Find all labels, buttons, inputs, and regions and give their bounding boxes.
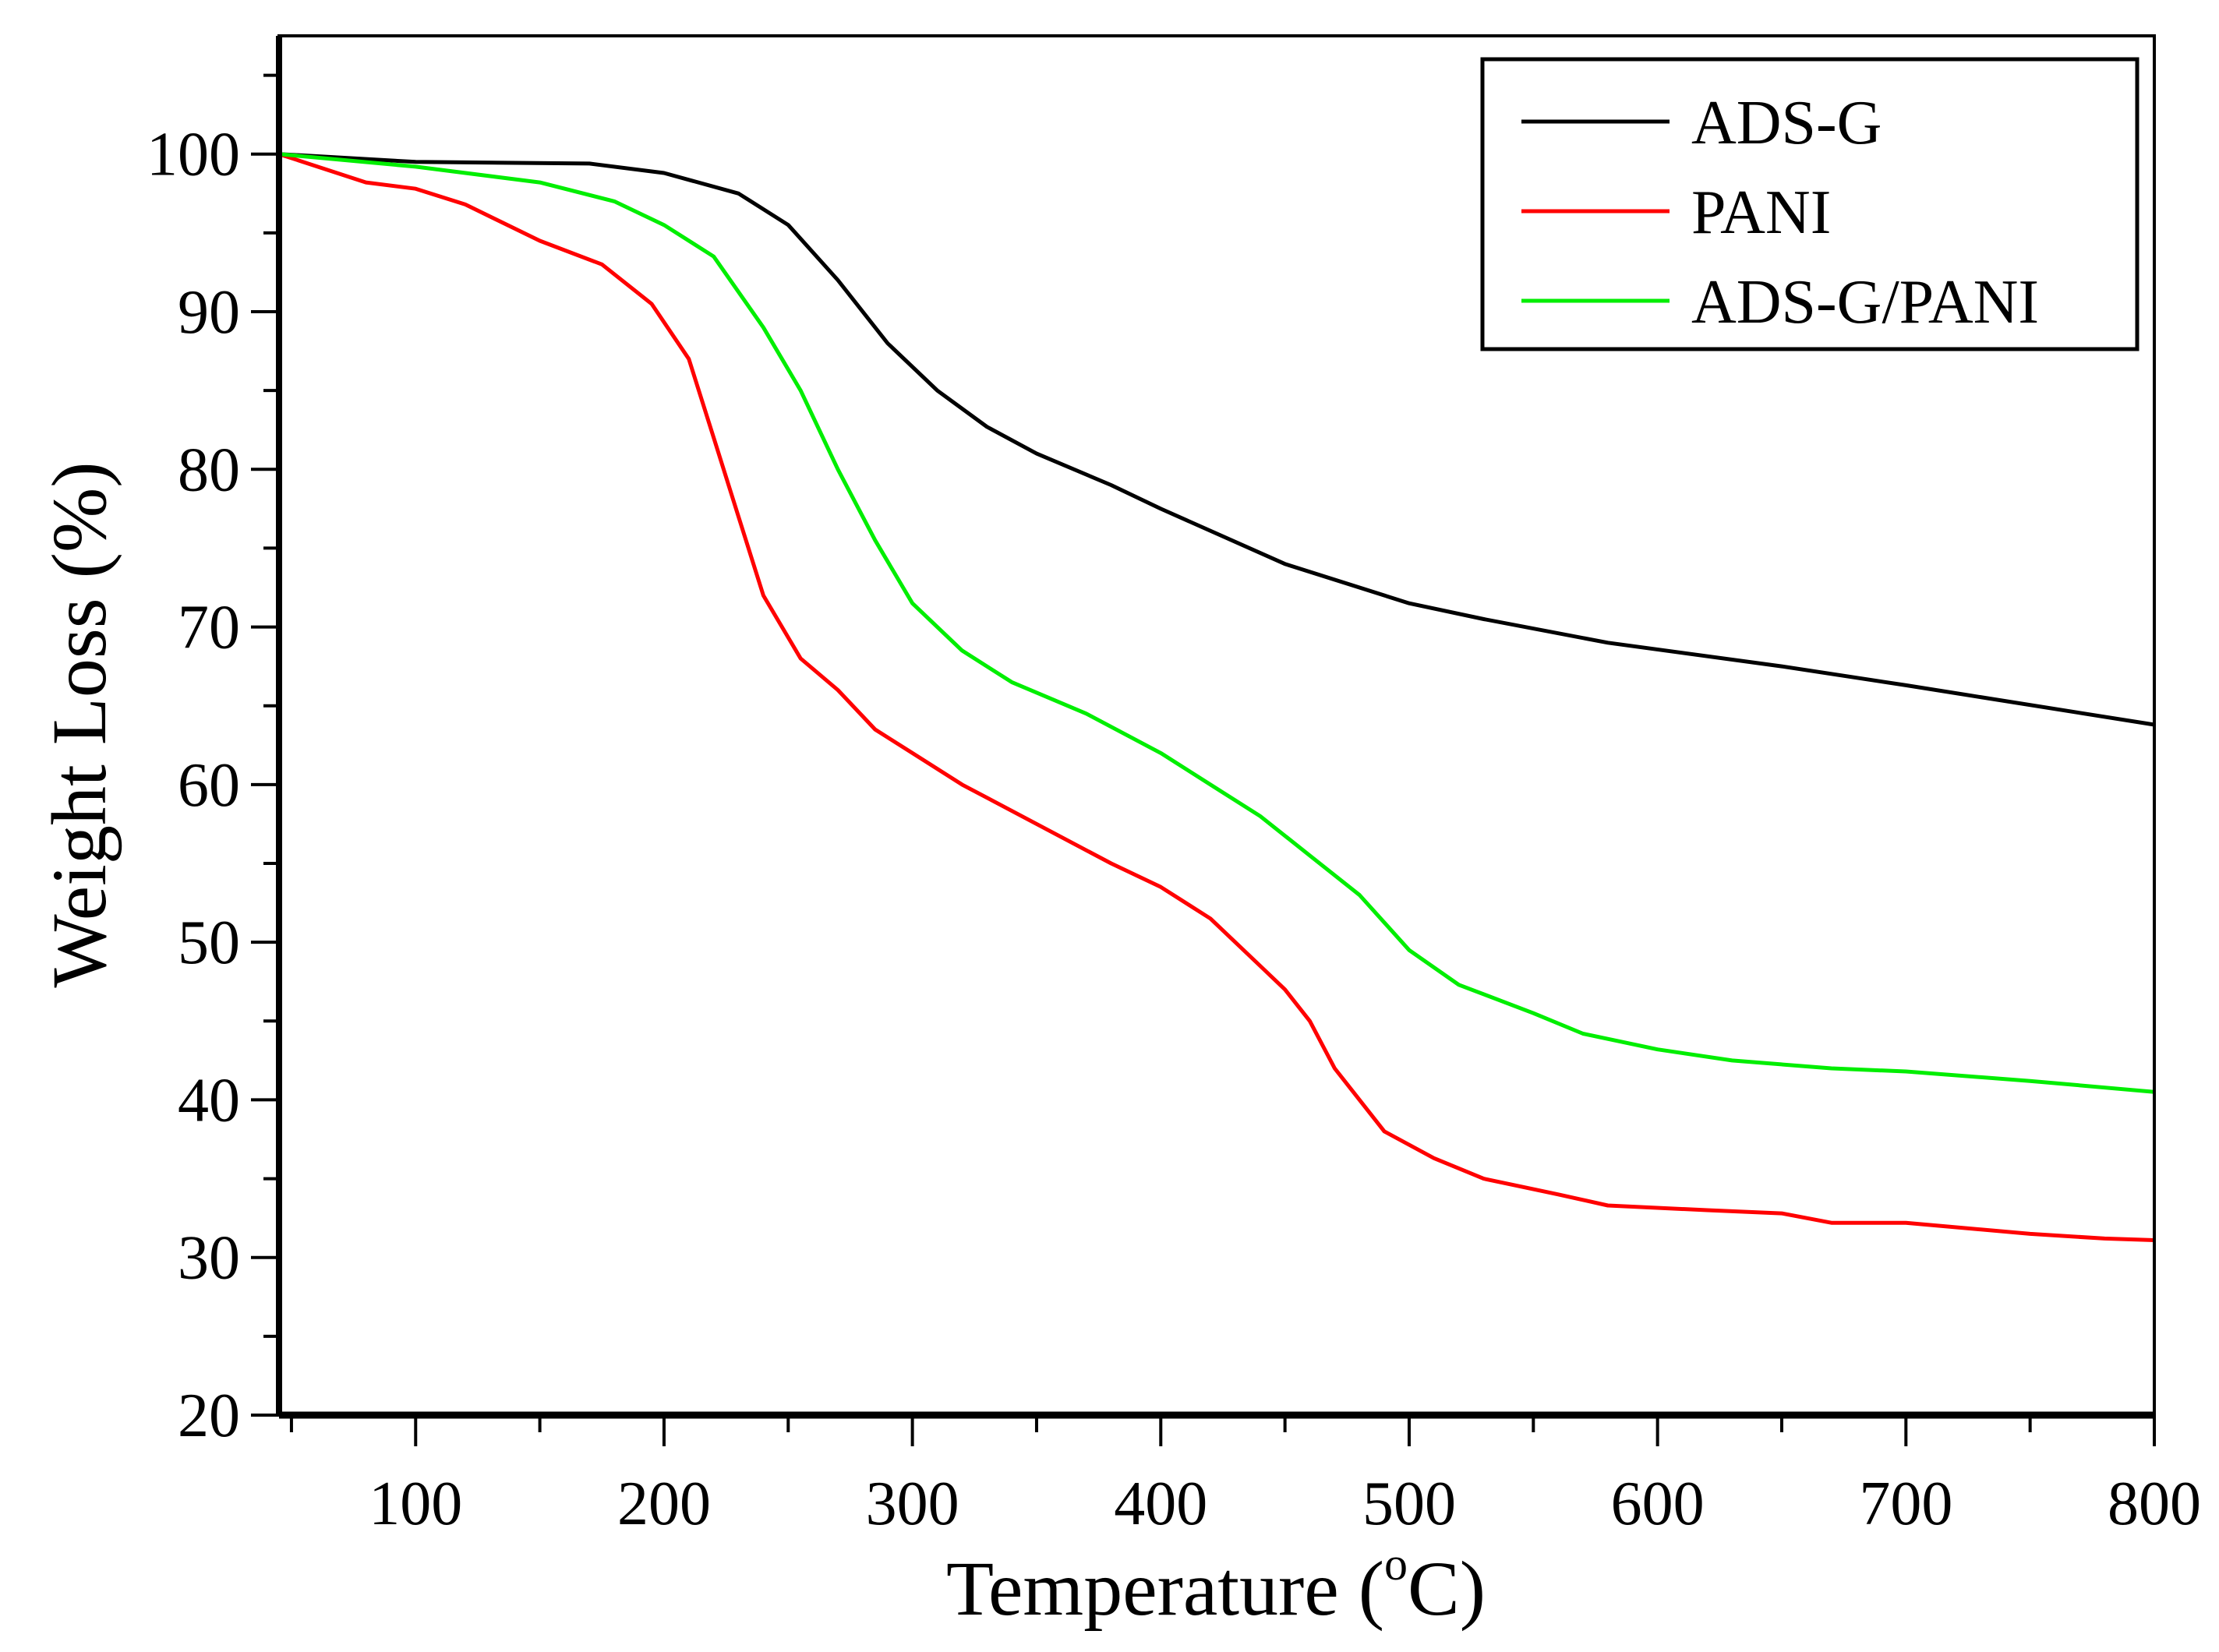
y-tick-label: 50 [178, 909, 240, 977]
x-tick-label: 200 [617, 1470, 711, 1538]
x-ticks: 100 200 300 400 500 600 700 800 [289, 1415, 2201, 1538]
y-tick-label: 70 [178, 594, 240, 662]
legend-label: PANI [1691, 178, 1831, 247]
legend-label: ADS-G/PANI [1691, 268, 2039, 337]
y-axis-label: Weight Loss (%) [36, 461, 122, 987]
x-tick-label: 400 [1114, 1470, 1207, 1538]
x-tick-label: 800 [2108, 1470, 2201, 1538]
y-tick-label: 40 [178, 1066, 240, 1135]
legend: ADS-G PANI ADS-G/PANI [1480, 57, 2139, 351]
y-ticks: 20 30 40 50 60 70 80 90 100 [147, 73, 279, 1450]
x-tick-label: 500 [1362, 1470, 1456, 1538]
series-lines [278, 152, 2155, 1242]
x-tick-label: 300 [866, 1470, 959, 1538]
x-tick-label: 600 [1611, 1470, 1705, 1538]
y-tick-label: 100 [147, 121, 240, 189]
y-tick-label: 60 [178, 751, 240, 820]
x-tick-label: 100 [369, 1470, 462, 1538]
y-tick-label: 30 [178, 1224, 240, 1293]
y-tick-label: 20 [178, 1382, 240, 1450]
y-tick-label: 90 [178, 278, 240, 347]
series-line-ads-g [278, 152, 2155, 727]
x-tick-label: 700 [1859, 1470, 1952, 1538]
x-axis-label: Temperature (oC) [946, 1538, 1486, 1632]
series-line-ads-g-pani [278, 152, 2155, 1094]
series-line-pani [278, 152, 2155, 1242]
legend-label: ADS-G [1691, 89, 1882, 157]
y-tick-label: 80 [178, 436, 240, 504]
